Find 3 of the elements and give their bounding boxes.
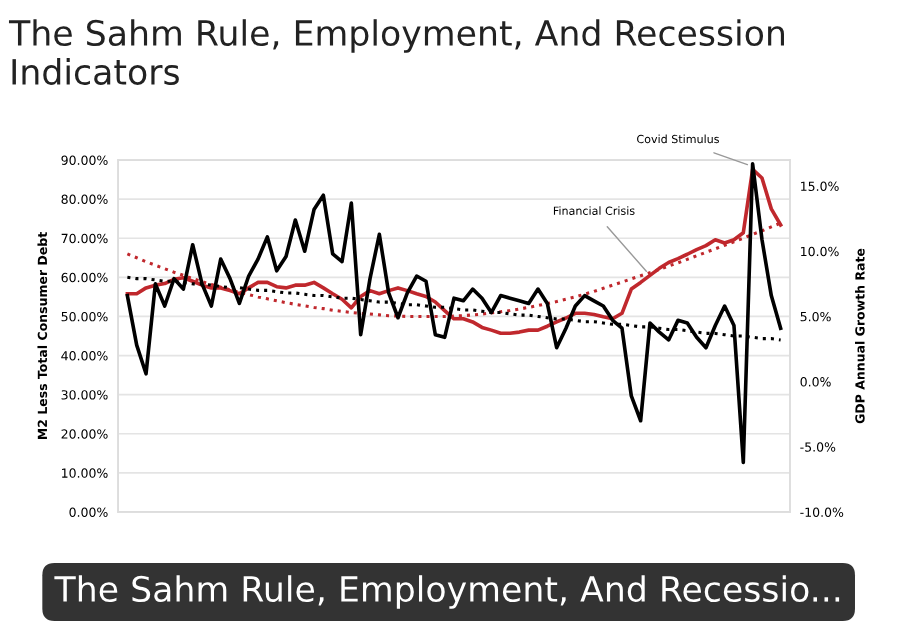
line-series: [125, 162, 783, 465]
chart-title: The Sahm Rule, Employment, And Recession Indicators: [8, 19, 784, 85]
text: The Sahm Rule, Employment, And Recessio...: [54, 575, 840, 609]
